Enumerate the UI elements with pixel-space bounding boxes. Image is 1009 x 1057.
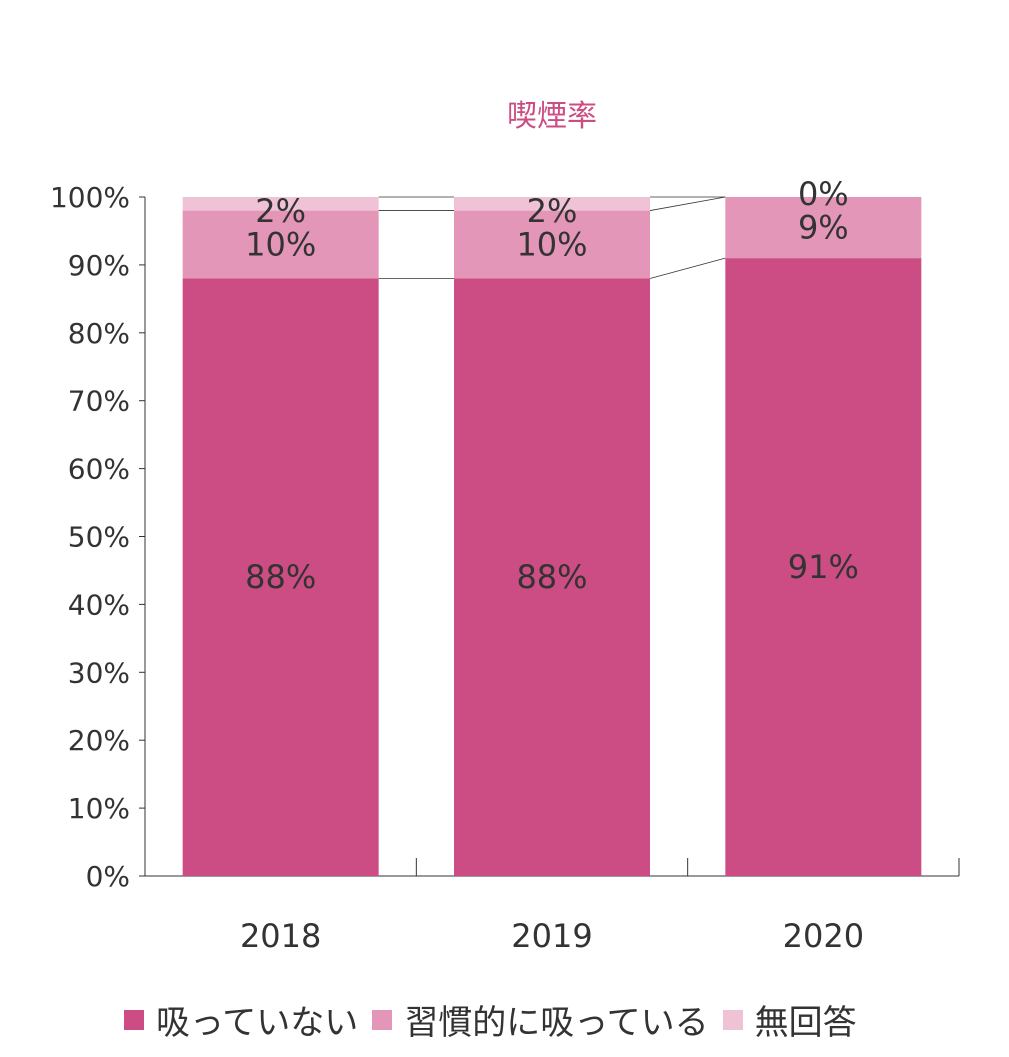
bar-segment <box>725 197 922 259</box>
data-label: 91% <box>788 548 859 586</box>
data-label: 2% <box>527 192 578 230</box>
y-tick-label: 30% <box>68 656 130 689</box>
y-tick-label: 0% <box>86 860 130 893</box>
legend: 吸っていない 習慣的に吸っている 無回答 <box>124 995 871 1044</box>
y-tick-label: 70% <box>68 385 130 418</box>
data-labels: 88%10%2%88%10%2%91%9%0%2018 2019 2020 <box>240 175 864 955</box>
y-tick-label: 10% <box>68 792 130 825</box>
legend-label: 無回答 <box>754 1003 857 1043</box>
bar-segment <box>182 210 379 279</box>
data-label: 9% <box>798 209 849 247</box>
bar-segment <box>182 197 379 211</box>
data-label: 10% <box>245 226 316 264</box>
bar-segment <box>454 210 650 279</box>
legend-item-not-smoking: 吸っていない <box>124 995 358 1044</box>
connector-line <box>649 196 726 211</box>
bar-segment <box>182 278 379 877</box>
connector-line <box>649 257 726 279</box>
bars <box>182 197 922 877</box>
series-connector-lines <box>378 196 726 279</box>
x-category-label: 2020 <box>783 917 864 955</box>
legend-item-habitual-smoker: 習慣的に吸っている <box>372 995 709 1044</box>
bar-segment <box>725 258 922 876</box>
data-label: 2% <box>255 192 306 230</box>
data-label: 0% <box>798 175 849 213</box>
legend-item-no-answer: 無回答 <box>722 995 857 1044</box>
data-label: 88% <box>516 558 587 596</box>
y-tick-label: 60% <box>68 453 130 486</box>
y-tick-label: 40% <box>68 588 130 621</box>
x-category-label: 2018 <box>240 917 321 955</box>
data-label: 88% <box>245 558 316 596</box>
bar-segment <box>454 278 650 877</box>
chart-title: 喫煙率 <box>507 99 597 134</box>
bar-segment <box>454 197 650 211</box>
data-label: 10% <box>516 226 587 264</box>
legend-swatch <box>372 1009 393 1030</box>
axes: 0% 10% 20% 30% 40% 50% 60% 70% 80% 90% 100% <box>50 181 960 893</box>
legend-swatch <box>124 1009 144 1030</box>
legend-label: 習慣的に吸っている <box>404 1003 709 1043</box>
y-tick-label: 90% <box>68 249 130 282</box>
y-tick-label: 50% <box>68 521 130 554</box>
legend-swatch <box>722 1009 743 1030</box>
x-category-label: 2019 <box>511 917 592 955</box>
legend-label: 吸っていない <box>156 1003 359 1043</box>
y-tick-label: 100% <box>50 181 130 214</box>
y-tick-label: 20% <box>68 724 130 757</box>
y-tick-label: 80% <box>68 317 130 350</box>
